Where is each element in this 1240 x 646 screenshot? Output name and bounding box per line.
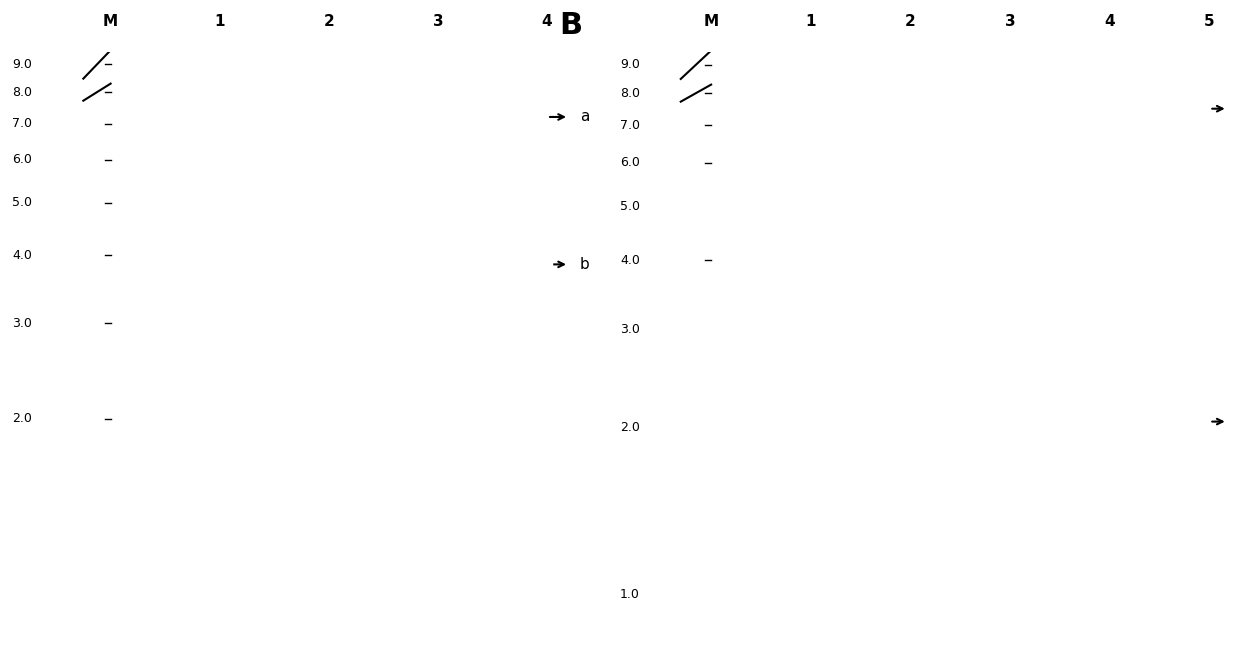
Text: M: M xyxy=(703,14,719,29)
Text: B: B xyxy=(559,12,583,40)
Text: 6.0: 6.0 xyxy=(12,153,32,167)
Ellipse shape xyxy=(542,249,553,280)
Ellipse shape xyxy=(892,300,930,403)
Ellipse shape xyxy=(432,249,445,280)
Ellipse shape xyxy=(1092,308,1127,404)
Text: 3: 3 xyxy=(433,14,443,29)
Ellipse shape xyxy=(322,250,336,291)
Ellipse shape xyxy=(689,172,733,240)
Ellipse shape xyxy=(320,244,339,285)
Text: 1: 1 xyxy=(806,14,816,29)
Text: 7.0: 7.0 xyxy=(620,119,640,132)
Text: 5: 5 xyxy=(1204,14,1215,29)
Text: 7.0: 7.0 xyxy=(12,117,32,130)
Text: 3.0: 3.0 xyxy=(12,317,32,329)
Ellipse shape xyxy=(987,288,1033,544)
Ellipse shape xyxy=(693,264,729,321)
Ellipse shape xyxy=(1102,578,1117,612)
Text: 9.0: 9.0 xyxy=(620,58,640,71)
Text: 6.0: 6.0 xyxy=(620,156,640,169)
Ellipse shape xyxy=(694,304,728,355)
Text: 5.0: 5.0 xyxy=(12,196,32,209)
Text: 4.0: 4.0 xyxy=(12,249,32,262)
Text: 4: 4 xyxy=(542,14,552,29)
Text: b: b xyxy=(580,257,589,272)
Text: 2.0: 2.0 xyxy=(620,421,640,434)
Ellipse shape xyxy=(1087,297,1131,535)
Text: 4: 4 xyxy=(1105,14,1115,29)
Ellipse shape xyxy=(887,288,934,544)
Text: 2.0: 2.0 xyxy=(12,412,32,425)
Text: 2: 2 xyxy=(905,14,916,29)
Text: 8.0: 8.0 xyxy=(12,86,32,99)
Text: 1: 1 xyxy=(215,14,224,29)
Text: 3: 3 xyxy=(1004,14,1016,29)
Text: 3.0: 3.0 xyxy=(620,323,640,336)
Ellipse shape xyxy=(692,561,730,629)
Text: 8.0: 8.0 xyxy=(620,87,640,99)
Ellipse shape xyxy=(991,300,1029,403)
Text: 4.0: 4.0 xyxy=(620,254,640,267)
Ellipse shape xyxy=(692,399,730,456)
Ellipse shape xyxy=(1192,238,1228,340)
Ellipse shape xyxy=(792,351,830,493)
Text: 5.0: 5.0 xyxy=(620,200,640,213)
Ellipse shape xyxy=(208,176,231,230)
Text: 9.0: 9.0 xyxy=(12,58,32,71)
Text: M: M xyxy=(103,14,118,29)
Ellipse shape xyxy=(433,255,444,287)
Text: 2: 2 xyxy=(324,14,335,29)
Text: a: a xyxy=(580,109,589,125)
Text: 1.0: 1.0 xyxy=(620,589,640,601)
